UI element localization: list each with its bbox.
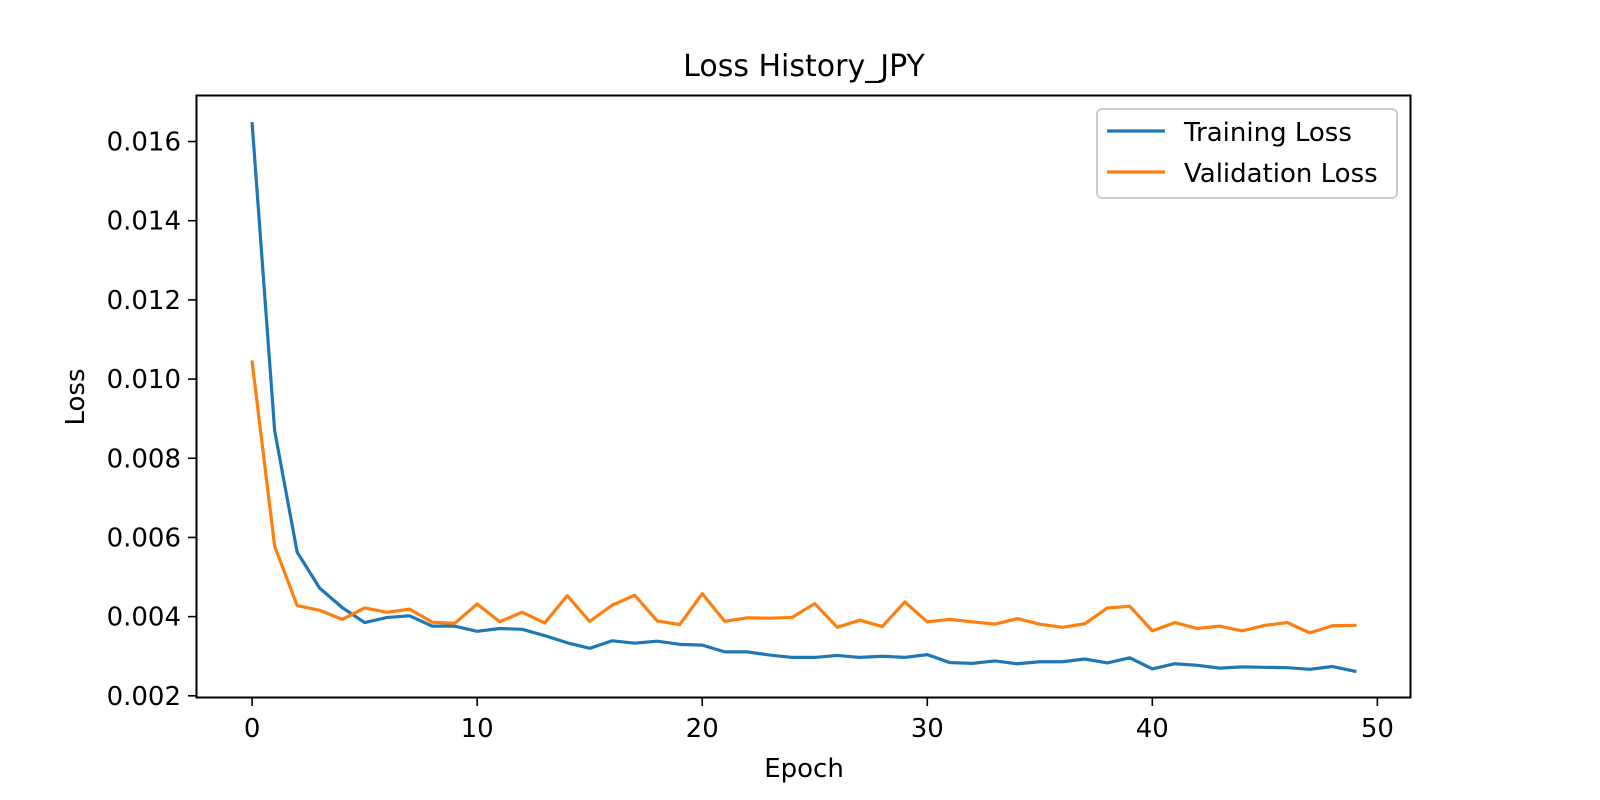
plot-lines [250, 121, 1357, 674]
legend-label-validation-loss: Validation Loss [1184, 159, 1378, 189]
legend-box [1096, 108, 1398, 199]
series-line-training-loss [250, 121, 1357, 674]
chart-title: Loss History_JPY [683, 49, 925, 84]
x-tick-label: 10 [461, 714, 494, 744]
plot-frame [195, 94, 1412, 699]
legend-label-training-loss: Training Loss [1183, 118, 1352, 148]
y-tick-label: 0.002 [107, 682, 181, 712]
x-axis-label: Epoch [764, 754, 844, 784]
series-line-validation-loss [250, 360, 1357, 635]
x-tick-label: 30 [911, 714, 944, 744]
y-axis-label: Loss [61, 368, 91, 425]
x-axis-ticks: 0 10 20 30 40 50 [244, 697, 1394, 744]
y-tick-label: 0.010 [107, 365, 181, 395]
y-tick-label: 0.014 [107, 207, 181, 237]
legend: Training Loss Validation Loss [1096, 108, 1398, 199]
y-axis-ticks: 0.002 0.004 0.006 0.008 0.010 0.012 0.014 0.016 [107, 128, 197, 712]
x-tick-label: 50 [1361, 714, 1394, 744]
y-tick-label: 0.006 [107, 523, 181, 553]
y-tick-label: 0.016 [107, 128, 181, 158]
y-tick-label: 0.012 [107, 286, 181, 316]
x-tick-label: 20 [686, 714, 719, 744]
x-tick-label: 40 [1136, 714, 1169, 744]
y-tick-label: 0.008 [107, 444, 181, 474]
y-tick-label: 0.004 [107, 603, 181, 633]
x-tick-label: 0 [244, 714, 261, 744]
